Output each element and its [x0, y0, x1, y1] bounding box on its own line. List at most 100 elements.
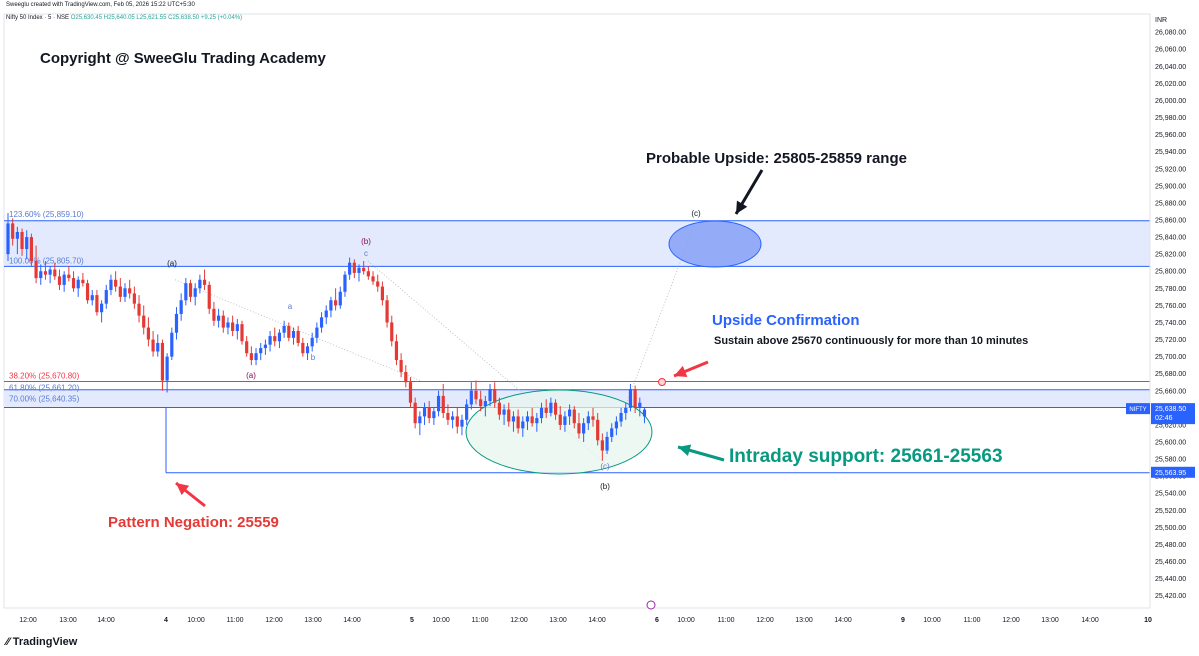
candle-body — [95, 295, 99, 313]
candle-body — [43, 271, 48, 275]
candle-body — [291, 331, 296, 338]
candle-body — [174, 313, 179, 333]
candle-body — [469, 390, 473, 405]
candle-body — [596, 419, 600, 441]
candle-body — [287, 325, 291, 338]
x-tick-label: 10:00 — [432, 617, 450, 624]
candle-body — [451, 416, 455, 420]
fib-label: 100.00% (25,805.70) — [9, 256, 84, 265]
tradingview-logo: ⁄⁄ TradingView — [6, 636, 78, 648]
candle-body — [226, 322, 230, 328]
candle-body — [371, 276, 375, 282]
wave-label: (a) — [167, 259, 177, 268]
candle-body — [483, 401, 487, 407]
candle-body — [568, 409, 572, 417]
candle-body — [572, 409, 576, 424]
y-tick-label: 25,540.00 — [1155, 491, 1186, 498]
copyright-text: Copyright @ SweeGlu Trading Academy — [40, 50, 326, 67]
candle-body — [15, 231, 19, 239]
candle-body — [109, 279, 113, 291]
candle-body — [254, 353, 258, 361]
y-tick-label: 26,060.00 — [1155, 47, 1186, 54]
negation-arrow — [175, 481, 206, 508]
candle-body — [25, 237, 29, 250]
candle-body — [263, 344, 267, 349]
wave-label: (b) — [600, 482, 610, 491]
candle-body — [511, 416, 516, 422]
candle-body — [81, 279, 85, 284]
candle-body — [460, 419, 464, 427]
fib-label: 123.60% (25,859.10) — [9, 210, 84, 219]
sustain-text: Sustain above 25670 continuously for mor… — [714, 335, 1028, 347]
candle-body — [427, 407, 431, 419]
x-tick-label: 12:00 — [265, 617, 283, 624]
y-tick-label: 25,900.00 — [1155, 183, 1186, 190]
candle-body — [29, 237, 33, 261]
candle-body — [100, 303, 104, 313]
candle-body — [432, 411, 436, 419]
candle-body — [39, 271, 43, 279]
y-tick-label: 26,020.00 — [1155, 81, 1186, 88]
candle-body — [493, 389, 497, 403]
fib-label: 38.20% (25,670.80) — [9, 372, 80, 381]
candle-body — [90, 295, 94, 301]
upside-ellipse — [668, 220, 762, 268]
upside-confirmation-text: Upside Confirmation — [712, 312, 860, 329]
x-tick-label: 6 — [655, 617, 659, 624]
candle-body — [539, 407, 544, 419]
wave-label: a — [288, 302, 293, 311]
candle-body — [240, 324, 244, 342]
candle-body — [413, 402, 417, 424]
candle-body — [142, 315, 146, 328]
candle-body — [315, 327, 319, 338]
time-axis: 12:00 13:00 14:00 4 10:00 11:00 12:00 13:00 14:0… — [4, 607, 1152, 624]
candle-body — [549, 402, 553, 413]
ohlc-values: O25,630.45 H25,640.05 L25,621.55 C25,638… — [70, 15, 243, 21]
y-tick-label: 26,080.00 — [1155, 30, 1186, 37]
candle-body — [502, 409, 506, 415]
symbol-label: Nifty 50 Index · 5 · NSE — [6, 15, 70, 21]
fib-label: 70.00% (25,640.35) — [9, 395, 80, 404]
symbol-tag — [1126, 403, 1150, 415]
candle-body — [170, 332, 174, 357]
x-tick-label: 12:00 — [510, 617, 528, 624]
candle-body — [305, 346, 310, 354]
candle-body — [422, 407, 427, 417]
candle-body — [418, 416, 422, 424]
candle-body — [605, 436, 609, 451]
candle-body — [553, 402, 558, 415]
y-tick-label: 25,620.00 — [1155, 422, 1186, 429]
plot-area — [3, 13, 1151, 609]
y-tick-label: 25,500.00 — [1155, 525, 1186, 532]
candle-body — [235, 324, 239, 331]
x-tick-label: 10:00 — [187, 617, 205, 624]
candle-body — [586, 416, 590, 424]
candle-body — [516, 416, 520, 429]
candle-body — [399, 360, 403, 372]
candle-body — [165, 356, 169, 381]
pattern-negation-text: Pattern Negation: 25559 — [108, 514, 279, 531]
wave-label: c — [364, 249, 368, 258]
candle-body — [20, 231, 24, 250]
x-tick-label: 14:00 — [1081, 617, 1099, 624]
candle-body — [521, 421, 525, 429]
last-price-tag — [1151, 403, 1195, 425]
chart-header: Sweeglu created with TradingView.com, Fe… — [0, 0, 1199, 21]
y-tick-label: 25,860.00 — [1155, 218, 1186, 225]
candle-body — [441, 395, 445, 413]
y-tick-label: 25,760.00 — [1155, 303, 1186, 310]
candle-body — [184, 283, 188, 301]
y-tick-label: 25,600.00 — [1155, 440, 1186, 447]
candle-body — [160, 342, 165, 381]
candle-body — [628, 389, 633, 408]
candle-body — [301, 342, 305, 354]
confirmation-arrow — [673, 360, 709, 378]
event-marker-icon — [646, 600, 656, 610]
candle-body — [591, 416, 595, 420]
candle-body — [193, 288, 197, 297]
y-tick-label: 25,700.00 — [1155, 354, 1186, 361]
x-tick-label: 13:00 — [59, 617, 77, 624]
candle-body — [624, 407, 628, 413]
x-tick-label: 14:00 — [97, 617, 115, 624]
